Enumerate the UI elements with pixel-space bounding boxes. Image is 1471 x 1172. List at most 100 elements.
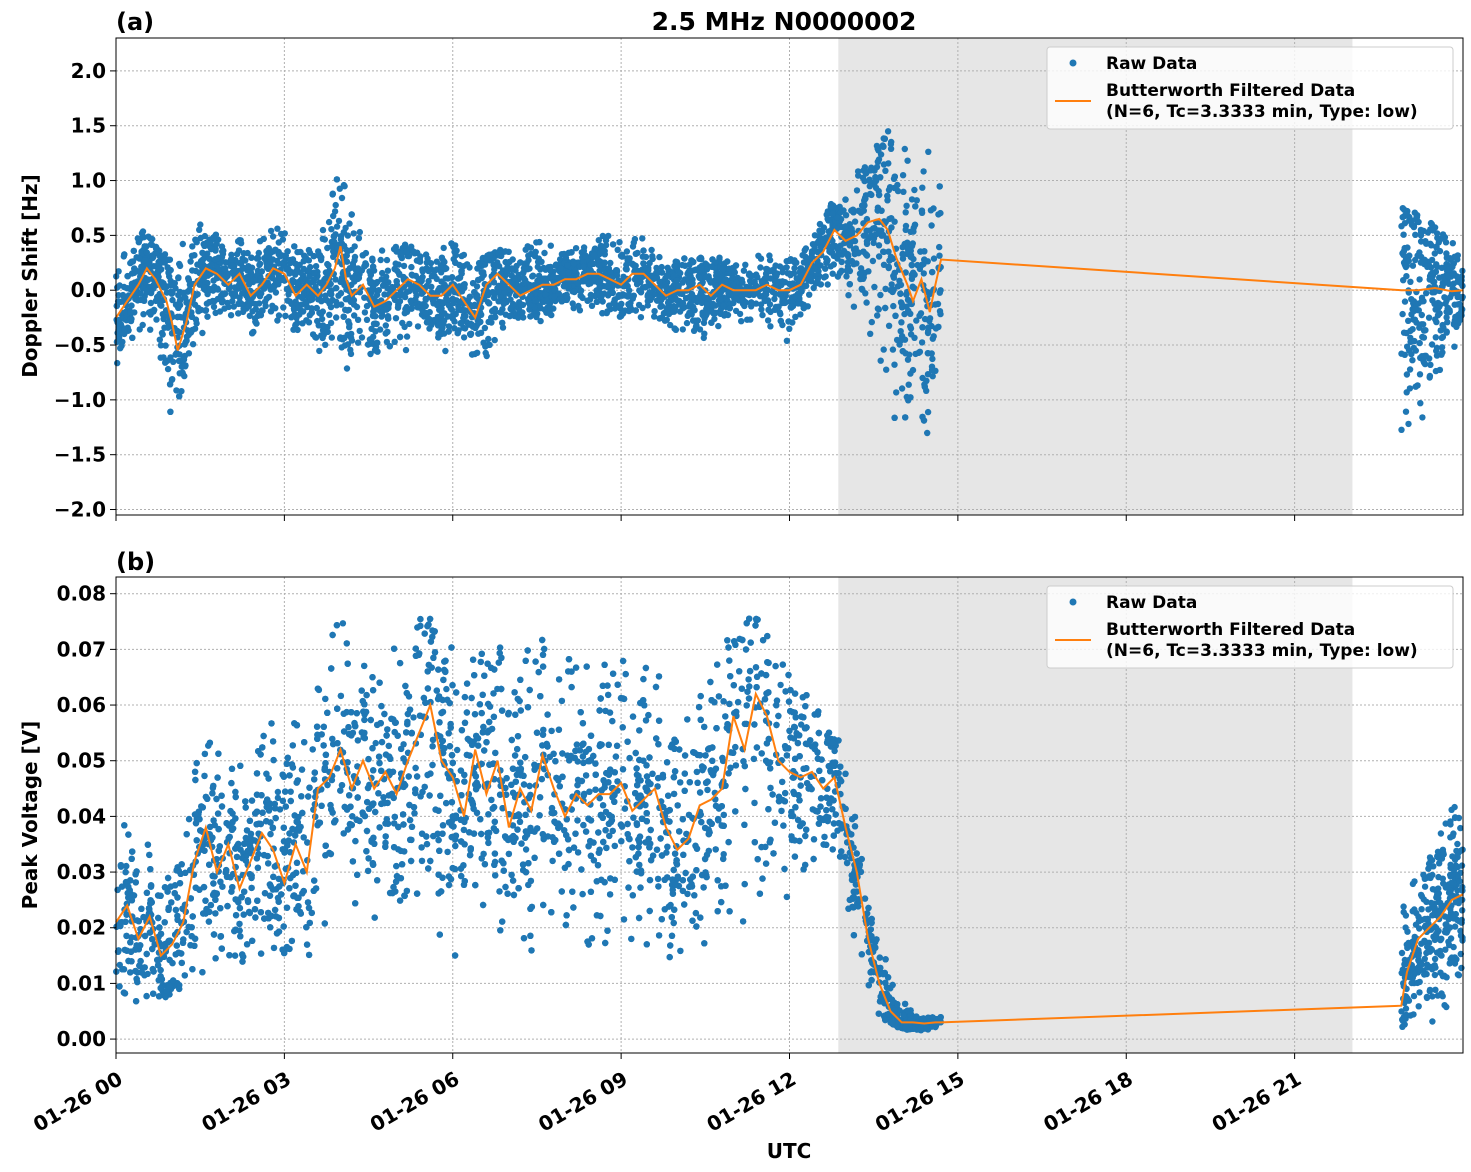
raw-data-point-a: [392, 260, 399, 267]
raw-data-point-a: [924, 329, 932, 337]
raw-data-point-a: [227, 312, 235, 319]
raw-data-point-a: [367, 279, 374, 287]
raw-data-point-a: [1416, 371, 1424, 378]
raw-data-point-a: [629, 260, 636, 267]
raw-data-point-a: [558, 298, 565, 305]
raw-data-point-a: [500, 283, 507, 291]
raw-data-point-a: [260, 285, 268, 292]
raw-data-point-a: [328, 334, 335, 341]
raw-data-point-a: [248, 264, 256, 271]
raw-data-point-a: [791, 293, 799, 300]
raw-data-point-a: [407, 297, 414, 304]
raw-data-point-a: [639, 235, 646, 242]
raw-data-point-a: [903, 393, 910, 401]
raw-data-point-a: [827, 263, 834, 270]
raw-data-point-a: [1404, 244, 1411, 251]
raw-data-point-a: [889, 288, 896, 296]
y-tick-label-a-8: −2.0: [54, 498, 106, 522]
raw-data-point-a: [372, 328, 379, 335]
raw-data-point-a: [506, 258, 513, 266]
raw-data-point-a: [708, 263, 715, 270]
raw-data-point-a: [157, 342, 165, 349]
raw-data-point-a: [192, 236, 199, 243]
raw-data-point-a: [817, 262, 824, 269]
raw-data-point-a: [1420, 321, 1427, 328]
raw-data-point-a: [441, 265, 449, 273]
raw-data-point-a: [364, 341, 372, 348]
raw-data-point-a: [410, 248, 417, 255]
raw-data-point-a: [829, 210, 836, 218]
raw-data-point-a: [865, 268, 872, 275]
raw-data-point-a: [325, 262, 332, 269]
raw-data-point-a: [730, 299, 737, 307]
raw-data-point-a: [394, 304, 402, 311]
raw-data-point-a: [893, 336, 901, 344]
raw-data-point-a: [899, 251, 906, 258]
raw-data-point-a: [683, 319, 691, 327]
raw-data-point-a: [1406, 385, 1414, 392]
raw-data-point-a: [1401, 298, 1409, 305]
raw-data-point-a: [654, 297, 661, 304]
raw-data-point-a: [618, 300, 625, 308]
raw-data-point-a: [936, 243, 943, 251]
raw-data-point-a: [343, 365, 351, 372]
raw-data-point-a: [888, 224, 895, 231]
raw-data-point-a: [935, 211, 942, 218]
raw-data-point-a: [889, 346, 897, 353]
raw-data-point-a: [877, 291, 884, 299]
raw-data-point-a: [248, 254, 255, 261]
raw-data-point-a: [532, 248, 539, 256]
raw-data-point-a: [347, 350, 355, 358]
raw-data-point-a: [1459, 267, 1466, 275]
raw-data-point-a: [885, 160, 892, 167]
raw-data-point-a: [681, 262, 689, 269]
raw-data-point-a: [1417, 232, 1425, 239]
raw-data-point-a: [532, 297, 539, 304]
raw-data-point-a: [679, 279, 686, 286]
raw-data-point-a: [930, 333, 937, 340]
raw-data-point-a: [325, 218, 333, 226]
raw-data-point-a: [176, 393, 183, 400]
raw-data-point-a: [902, 209, 909, 216]
raw-data-point-a: [361, 263, 368, 270]
raw-data-point-a: [842, 212, 850, 219]
raw-data-point-a: [575, 302, 582, 310]
raw-data-point-a: [529, 272, 537, 279]
raw-data-point-a: [524, 243, 531, 250]
raw-data-point-a: [199, 329, 206, 337]
raw-data-point-a: [1439, 281, 1447, 289]
raw-data-point-a: [525, 252, 532, 259]
raw-data-point-a: [508, 272, 515, 279]
raw-data-point-a: [703, 301, 711, 308]
raw-data-point-a: [526, 301, 534, 309]
raw-data-point-a: [279, 236, 287, 243]
raw-data-point-a: [637, 314, 645, 321]
raw-data-point-a: [1419, 414, 1426, 421]
raw-data-point-a: [1420, 334, 1428, 341]
raw-data-point-a: [927, 207, 935, 214]
raw-data-point-a: [651, 313, 658, 320]
raw-data-point-a: [872, 177, 879, 185]
raw-data-point-a: [159, 331, 166, 338]
raw-data-point-a: [201, 242, 208, 249]
raw-data-point-a: [859, 202, 866, 209]
raw-data-point-a: [363, 316, 371, 323]
raw-data-point-a: [197, 221, 204, 228]
raw-data-point-a: [116, 282, 123, 289]
raw-data-point-a: [174, 313, 181, 321]
raw-data-point-a: [875, 242, 883, 249]
raw-data-point-a: [857, 265, 865, 272]
raw-data-point-a: [702, 273, 710, 281]
raw-data-point-a: [904, 356, 912, 363]
raw-data-point-a: [936, 252, 943, 259]
raw-data-point-a: [761, 296, 768, 304]
raw-data-point-a: [1449, 240, 1457, 247]
raw-data-point-a: [919, 324, 926, 331]
raw-data-point-a: [235, 247, 243, 254]
raw-data-point-a: [918, 261, 925, 269]
raw-data-point-a: [463, 261, 471, 268]
raw-data-point-a: [282, 312, 289, 320]
raw-data-point-a: [614, 246, 621, 253]
raw-data-point-a: [884, 128, 892, 135]
raw-data-point-a: [541, 249, 548, 257]
